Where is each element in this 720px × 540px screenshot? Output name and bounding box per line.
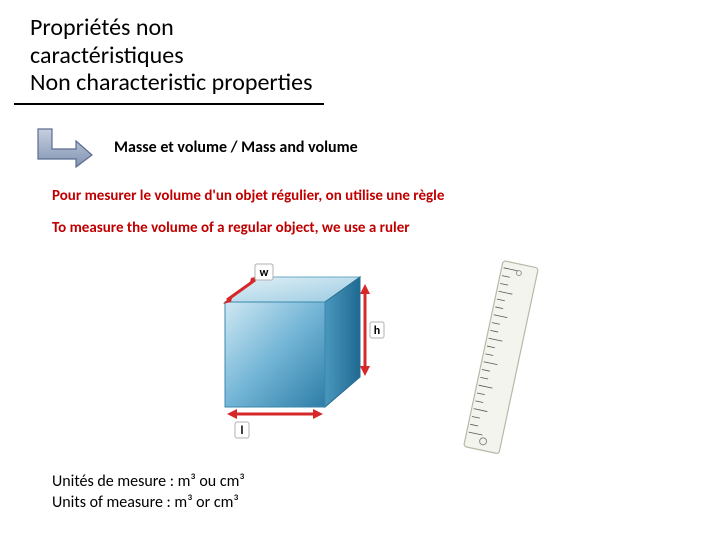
body-text-fr: Pour mesurer le volume d'un objet réguli… <box>52 187 720 205</box>
cube-diagram: w h l <box>175 262 385 452</box>
cube-l-label: l <box>241 424 244 438</box>
body-text-en: To measure the volume of a regular objec… <box>52 219 720 237</box>
subtitle-row: Masse et volume / Mass and volume <box>26 127 720 169</box>
subtitle-text: Masse et volume / Mass and volume <box>114 138 358 157</box>
arrow-down-right-icon <box>26 127 96 169</box>
title-block: Propriétés non caractéristiques Non char… <box>14 0 324 105</box>
cube-l-arrow: l <box>227 409 323 438</box>
units-fr: Unités de mesure : m³ ou cm³ <box>52 471 720 493</box>
title-line-fr: Propriétés non caractéristiques <box>30 14 324 69</box>
title-line-en: Non characteristic properties <box>30 69 324 97</box>
units-block: Unités de mesure : m³ ou cm³ Units of me… <box>52 471 720 514</box>
cube-h-arrow: h <box>360 284 384 376</box>
ruler-image <box>455 257 545 457</box>
cube-h-label: h <box>374 324 380 338</box>
graphics-row: w h l <box>0 257 720 457</box>
cube-w-label: w <box>260 266 269 280</box>
units-en: Units of measure : m³ or cm³ <box>52 492 720 514</box>
